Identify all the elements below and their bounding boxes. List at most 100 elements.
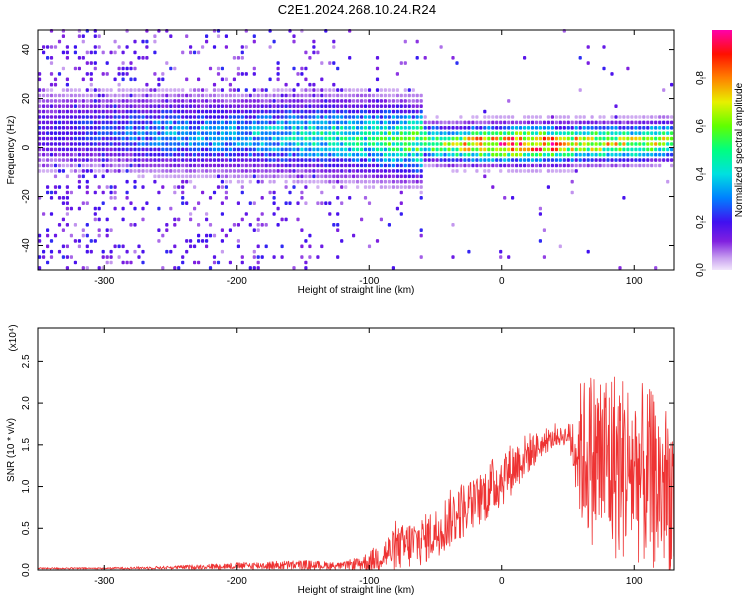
spectrogram-cell [85,223,89,227]
spectrogram-cell [77,56,81,60]
spectrogram-cell [121,99,125,103]
spectrogram-cell [224,190,228,195]
spectrogram-cell [622,136,626,141]
spectrogram-cell [467,152,471,157]
spectrogram-cell [256,93,260,98]
spectrogram-cell [662,126,666,130]
spectrogram-cell [38,142,42,146]
spectrogram-cell [670,82,674,87]
spectrogram-cell [292,99,296,103]
spectrogram-cell [165,163,169,168]
spectrogram-cell [145,158,149,162]
spectrogram-cell [85,88,89,92]
spectrogram-cell [566,158,570,162]
spectrogram-cell [201,152,205,157]
spectrogram-cell [77,66,81,71]
spectrogram-cell [475,120,479,125]
spectrogram-cell [189,163,193,168]
spectrogram-cell [65,99,69,103]
spectrogram-cell [328,126,332,130]
spectrogram-cell [638,152,642,157]
spectrogram-cell [220,136,224,141]
spectrogram-cell [244,152,248,157]
spectrogram-cell [81,169,85,173]
spectrogram-cell [360,142,364,146]
spectrogram-cell [403,174,407,179]
spectrogram-cell [507,115,511,119]
spectrogram-cell [650,158,654,162]
spectrogram-cell [272,158,276,162]
spectrogram-cell [252,34,256,38]
spectrogram-cell [304,169,308,173]
spectrogram-cell [65,190,69,195]
spectrogram-cell [634,136,638,141]
spectrogram-cell [284,109,288,114]
spectrogram-cell [85,163,89,168]
spectrogram-cell [205,104,209,108]
spectrogram-cell [308,233,312,238]
spectrogram-cell [427,152,431,157]
spectrogram-cell [153,120,157,125]
spectrogram-cell [280,109,284,114]
spectrogram-cell [348,131,352,135]
spectrogram-cell [638,158,642,162]
spectrogram-cell [415,131,419,135]
spectrogram-cell [352,163,356,168]
spectrogram-cell [336,93,340,98]
spectrogram-cell [149,152,153,157]
spectrogram-cell [272,179,276,184]
spectrogram-cell [348,152,352,157]
spectrogram-cell [77,93,81,98]
spectrogram-cell [149,126,153,130]
spectrogram-cell [97,131,101,135]
spectrogram-cell [224,77,228,82]
spectrogram-cell [590,115,594,119]
spectrogram-cell [515,142,519,146]
spectrogram-cell [280,126,284,130]
spectrogram-cell [161,174,165,179]
spectrogram-cell [141,163,145,168]
spectrogram-cell [240,142,244,146]
spectrogram-cell [387,152,391,157]
spectrogram-cell [427,163,431,168]
spectrogram-cell [407,185,411,189]
spectrogram-y-tick-label: 0 [21,144,32,150]
spectrogram-cell [181,136,185,141]
spectrogram-cell [455,163,459,168]
spectrogram-cell [320,136,324,141]
spectrogram-cell [411,93,415,98]
spectrogram-cell [109,115,113,119]
spectrogram-cell [316,147,320,152]
spectrogram-cell [224,233,228,238]
spectrogram-cell [423,142,427,146]
spectrogram-cell [185,147,189,152]
spectrogram-cell [252,99,256,103]
spectrogram-cell [133,109,137,114]
spectrogram-cell [53,77,58,82]
spectrogram-cell [435,115,439,119]
spectrogram-cell [268,126,272,130]
spectrogram-cell [419,104,423,108]
spectrogram-cell [308,131,312,135]
spectrogram-cell [201,158,205,162]
spectrogram-cell [451,142,455,146]
spectrogram-cell [73,158,77,162]
spectrogram-cell [57,93,62,98]
spectrogram-cell [340,120,344,125]
spectrogram-cell [256,179,260,184]
spectrogram-cell [503,158,507,162]
spectrogram-cell [189,45,193,49]
spectrogram-cell [113,206,117,211]
spectrogram-cell [296,126,300,130]
spectrogram-cell [344,120,348,125]
spectrogram-cell [344,147,348,152]
spectrogram-cell [367,115,372,119]
spectrogram-cell [205,147,209,152]
spectrogram-cell [193,147,197,152]
spectrogram-cell [77,88,81,92]
spectrogram-cell [165,228,169,232]
spectrogram-cell [363,131,368,135]
spectrogram-cell [324,158,328,162]
spectrogram-cell [415,185,419,189]
spectrogram-cell [582,152,586,157]
